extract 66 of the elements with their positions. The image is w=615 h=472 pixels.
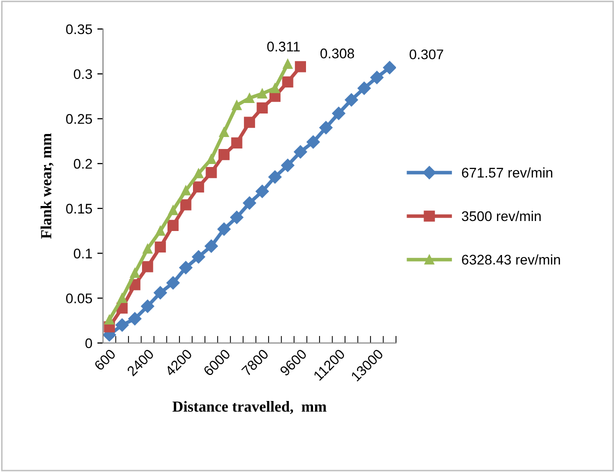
point xyxy=(116,318,129,332)
point xyxy=(180,199,192,210)
point xyxy=(166,276,180,290)
point xyxy=(230,210,244,224)
point xyxy=(256,184,269,198)
point xyxy=(155,226,166,236)
point xyxy=(257,88,268,98)
y-tick-label: 0.1 xyxy=(74,248,92,258)
point xyxy=(206,166,217,178)
legend-label: 671.57 rev/min xyxy=(462,167,552,178)
point xyxy=(204,240,218,253)
point xyxy=(268,170,282,184)
point xyxy=(256,102,268,114)
point xyxy=(194,168,204,178)
point xyxy=(142,261,154,272)
point xyxy=(104,314,114,325)
point xyxy=(192,181,204,192)
point xyxy=(217,222,231,236)
x-axis-title: Distance travelled, mm xyxy=(172,400,326,414)
point xyxy=(344,93,358,106)
point xyxy=(244,93,254,103)
point xyxy=(218,149,230,160)
y-tick-label: 0.2 xyxy=(74,158,92,169)
point xyxy=(128,312,142,326)
point xyxy=(282,59,293,69)
y-tick-label: 0.05 xyxy=(66,293,92,304)
point xyxy=(141,300,154,313)
point xyxy=(232,100,242,110)
point xyxy=(192,250,206,264)
point xyxy=(282,76,294,88)
point xyxy=(154,286,167,300)
data-label: 0.308 xyxy=(320,48,354,58)
legend-label: 6328.43 rev/min xyxy=(462,254,560,265)
y-tick-label: 0.3 xyxy=(74,69,92,80)
data-label: 0.307 xyxy=(410,49,444,60)
data-label: 0.311 xyxy=(267,42,300,52)
point xyxy=(206,154,216,164)
point xyxy=(142,244,152,254)
point xyxy=(294,61,306,72)
point xyxy=(168,205,178,216)
point xyxy=(306,135,320,149)
point xyxy=(242,196,256,210)
legend-label: 3500 rev/min xyxy=(462,210,541,222)
point xyxy=(370,70,384,84)
point xyxy=(383,60,396,74)
y-tick-label: 0 xyxy=(85,338,92,348)
point xyxy=(179,261,192,274)
point xyxy=(332,106,346,120)
point xyxy=(180,186,191,196)
point xyxy=(270,83,280,94)
point xyxy=(168,220,179,232)
point xyxy=(231,137,242,148)
point xyxy=(294,145,308,158)
point xyxy=(117,293,127,304)
point xyxy=(319,121,333,134)
point xyxy=(244,116,256,128)
point xyxy=(358,82,371,95)
y-tick-label: 0.25 xyxy=(66,114,92,124)
point xyxy=(130,268,140,278)
point xyxy=(154,241,166,253)
y-axis-title: Flank wear, mm xyxy=(40,133,54,239)
point xyxy=(219,127,229,138)
point xyxy=(281,158,294,172)
y-tick-label: 0.15 xyxy=(66,204,92,214)
x-tick-label: 600 xyxy=(94,348,116,371)
y-tick-label: 0.35 xyxy=(66,24,92,34)
